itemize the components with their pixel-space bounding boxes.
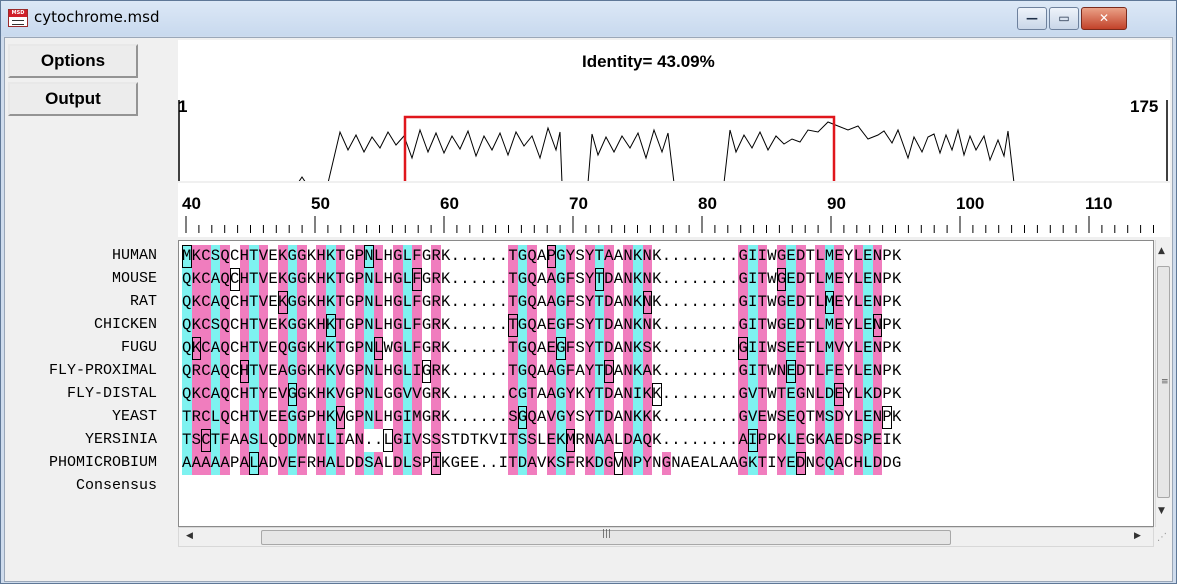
ruler-label: 110 [1085, 194, 1112, 213]
ruler-label: 40 [182, 194, 201, 213]
sequence-row: QKCAQCHTVEQGGKHKTGPNLWGLFGRK......TGQAEG… [182, 337, 902, 360]
identity-label: Identity= 43.09% [582, 52, 715, 71]
ruler-label: 60 [440, 194, 459, 213]
msd-app-icon[interactable]: MSD [8, 9, 28, 27]
sequence-name: PHOMICROBIUM [48, 454, 157, 471]
sequence-row: QKCSQCHTVEKGGKHKTGPNLHGLFGRK......TGQAEG… [182, 314, 902, 337]
identity-curve [298, 121, 1015, 181]
sequence-name: HUMAN [111, 247, 157, 264]
resize-grip-icon[interactable]: ⋰ [1157, 532, 1167, 543]
output-button[interactable]: Output [8, 82, 138, 116]
vertical-scrollbar[interactable]: ▲ ≡ ▼ [1155, 240, 1170, 527]
ruler-label: 100 [956, 194, 984, 213]
ruler-label: 90 [827, 194, 846, 213]
position-ruler: 40 50 60 70 80 90 100 110 [178, 183, 1170, 237]
plot-start-label: 1 [178, 97, 187, 116]
sequence-row: QKCAQCHTVEKGGKHKTGPNLHGLFGRK......TGQAAG… [182, 268, 902, 291]
sequence-name: Consensus [75, 477, 157, 494]
minimize-button[interactable]: — [1017, 7, 1047, 30]
identity-selection-box[interactable] [403, 115, 836, 181]
sequence-name: FUGU [120, 339, 157, 356]
close-button[interactable]: ✕ [1081, 7, 1127, 30]
identity-plot-canvas: Identity= 43.09% 1 175 [178, 52, 1168, 181]
scroll-left-icon[interactable]: ◀ [186, 531, 193, 541]
sequence-row: TRCLQCHTVEEGGPHKVGPNLHGIMGRK......SGQAVG… [182, 406, 902, 429]
sequence-name: FLY-PROXIMAL [48, 362, 157, 379]
sequence-row: AAAAAPALADVEFRHALDDSALDLSPIKGEE..ITDAVKS… [182, 452, 902, 475]
sequence-name: YEAST [111, 408, 157, 425]
alignment-view[interactable]: MKCSQCHTVEKGGKHKTGPNLHGLFGRK......TGQAPG… [178, 240, 1154, 527]
client-area: Options Output Identity= 43.09% 1 175 40… [4, 37, 1173, 582]
scroll-up-icon[interactable]: ▲ [1158, 246, 1165, 256]
window-title: cytochrome.msd [34, 8, 160, 26]
vertical-scroll-thumb[interactable]: ≡ [1157, 266, 1170, 498]
sequence-name: CHICKEN [93, 316, 157, 333]
grip-icon: ≡ [1161, 377, 1169, 387]
sequence-name: MOUSE [111, 270, 157, 287]
scroll-down-icon[interactable]: ▼ [1158, 506, 1165, 516]
sequence-name-list: HUMAN MOUSE RAT CHICKEN FUGU FLY-PROXIMAL FLY-… [5, 244, 175, 497]
scroll-right-icon[interactable]: ▶ [1134, 531, 1141, 541]
title-bar[interactable]: MSD cytochrome.msd — ▭ ✕ [1, 1, 1176, 36]
sequence-name: FLY-DISTAL [66, 385, 157, 402]
identity-plot[interactable]: Identity= 43.09% 1 175 [178, 40, 1170, 181]
sequence-name: RAT [129, 293, 157, 310]
sequence-row: QKCAQCHTVEKGGKHKTGPNLHGLFGRK......TGQAAG… [182, 291, 902, 314]
horizontal-scrollbar[interactable]: ◀ ||| ▶ [178, 527, 1154, 547]
sequence-row: QKCAQCHTYEVGGKHKVGPNLGGVVGRK......CGTAAG… [182, 383, 902, 406]
plot-end-label: 175 [1130, 97, 1158, 116]
sequence-row: MKCSQCHTVEKGGKHKTGPNLHGLFGRK......TGQAPG… [182, 245, 902, 268]
ruler-label: 50 [311, 194, 330, 213]
grip-icon: ||| [602, 529, 612, 539]
ruler-label: 70 [569, 194, 588, 213]
ruler-canvas: 40 50 60 70 80 90 100 110 [182, 194, 1154, 233]
sequence-row: TSCTFAASLQDDMNILIAN..LGIVSSSTDTKVITSSLEK… [182, 429, 902, 452]
horizontal-scroll-thumb[interactable]: ||| [261, 529, 951, 545]
options-button[interactable]: Options [8, 44, 138, 78]
ruler-label: 80 [698, 194, 717, 213]
sequence-name: YERSINIA [84, 431, 157, 448]
sequence-row: QRCAQCHTVEAGGKHKVGPNLHGLIGRK......TGQAAG… [182, 360, 902, 383]
maximize-button[interactable]: ▭ [1049, 7, 1079, 30]
